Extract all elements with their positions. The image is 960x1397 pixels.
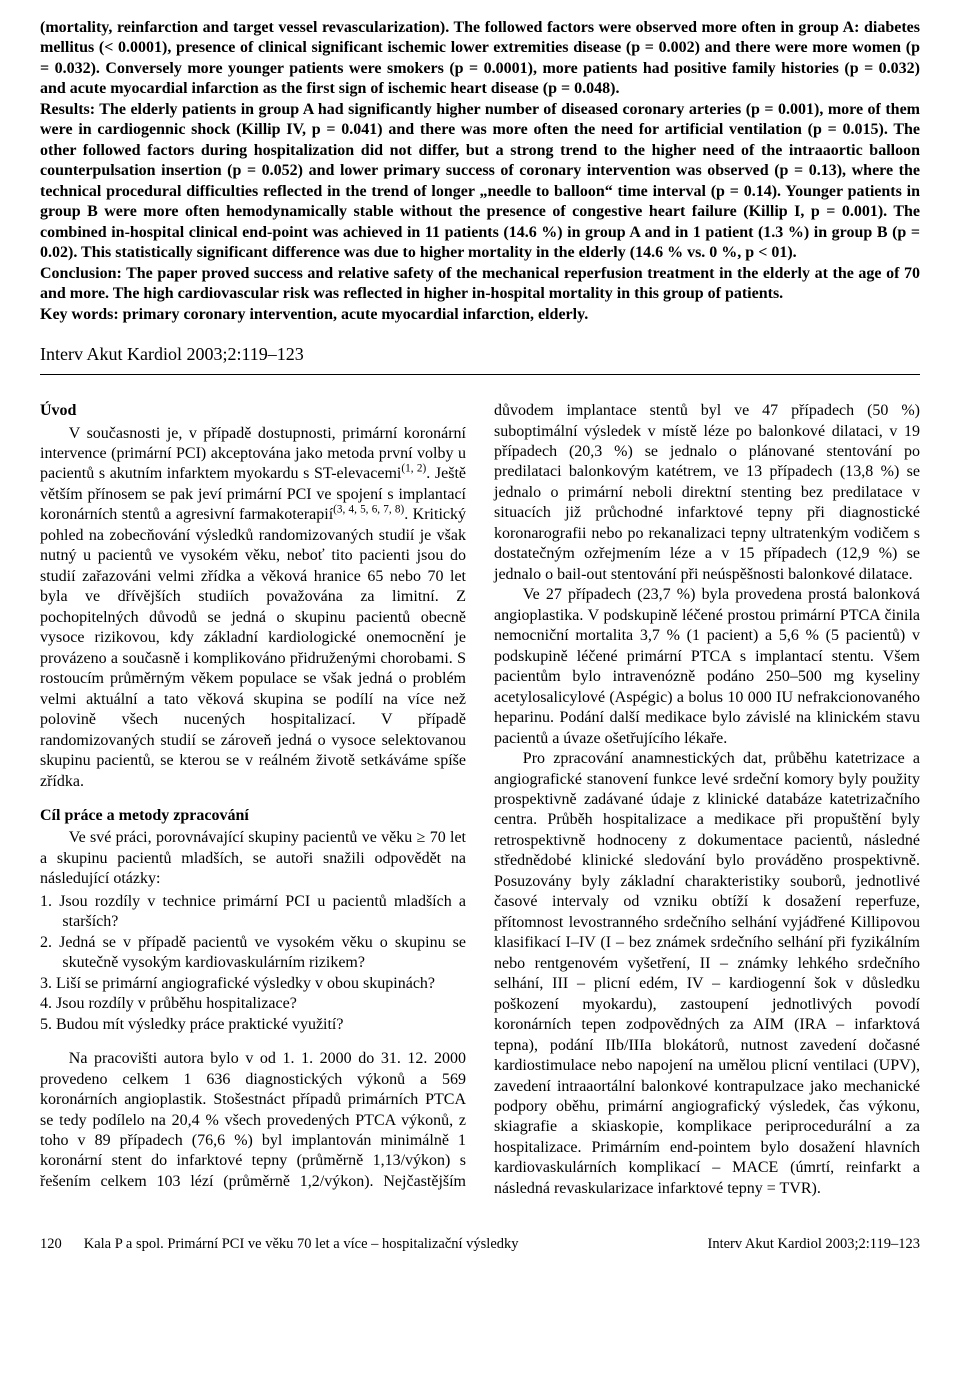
questions-list: 1. Jsou rozdíly v technice primární PCI … bbox=[40, 892, 466, 1035]
methods-p2: Ve 27 případech (23,7 %) byla provedena … bbox=[494, 585, 920, 749]
page-footer: 120 Kala P a spol. Primární PCI ve věku … bbox=[40, 1227, 920, 1268]
heading-cil: Cíl práce a metody zpracování bbox=[40, 806, 466, 826]
ref-1-2: (1, 2) bbox=[401, 463, 426, 475]
separator-line bbox=[40, 374, 920, 375]
abstract-p3: Conclusion: The paper proved success and… bbox=[40, 265, 920, 302]
footer-journal: Interv Akut Kardiol 2003;2:119–123 bbox=[707, 1235, 920, 1254]
page-number: 120 bbox=[40, 1235, 62, 1254]
cil-intro: Ve své práci, porovnávající skupiny paci… bbox=[40, 828, 466, 889]
question-5: 5. Budou mít výsledky práce praktické vy… bbox=[40, 1015, 466, 1035]
question-1: 1. Jsou rozdíly v technice primární PCI … bbox=[40, 892, 466, 933]
ref-3-8: (3, 4, 5, 6, 7, 8) bbox=[333, 504, 404, 516]
abstract-p2: Results: The elderly patients in group A… bbox=[40, 101, 920, 261]
question-2: 2. Jedná se v případě pacientů ve vysoké… bbox=[40, 933, 466, 974]
running-title: Kala P a spol. Primární PCI ve věku 70 l… bbox=[84, 1235, 519, 1254]
body-columns: Úvod V současnosti je, v případě dostupn… bbox=[40, 401, 920, 1199]
abstract-p1: (mortality, reinfarction and target vess… bbox=[40, 19, 920, 97]
keywords-label: Key words: bbox=[40, 306, 119, 323]
heading-uvod: Úvod bbox=[40, 401, 466, 421]
uvod-paragraph: V současnosti je, v případě dostupnosti,… bbox=[40, 424, 466, 792]
question-4: 4. Jsou rozdíly v průběhu hospitalizace? bbox=[40, 994, 466, 1014]
keywords-text: primary coronary intervention, acute myo… bbox=[123, 306, 589, 323]
question-3: 3. Liší se primární angiografické výsled… bbox=[40, 974, 466, 994]
uvod-text-c: . Kritický pohled na zobecňování výsledk… bbox=[40, 506, 466, 789]
abstract-block: (mortality, reinfarction and target vess… bbox=[40, 18, 920, 325]
citation-line: Interv Akut Kardiol 2003;2:119–123 bbox=[40, 343, 920, 366]
methods-p3: Pro zpracování anamnestických dat, průbě… bbox=[494, 749, 920, 1199]
